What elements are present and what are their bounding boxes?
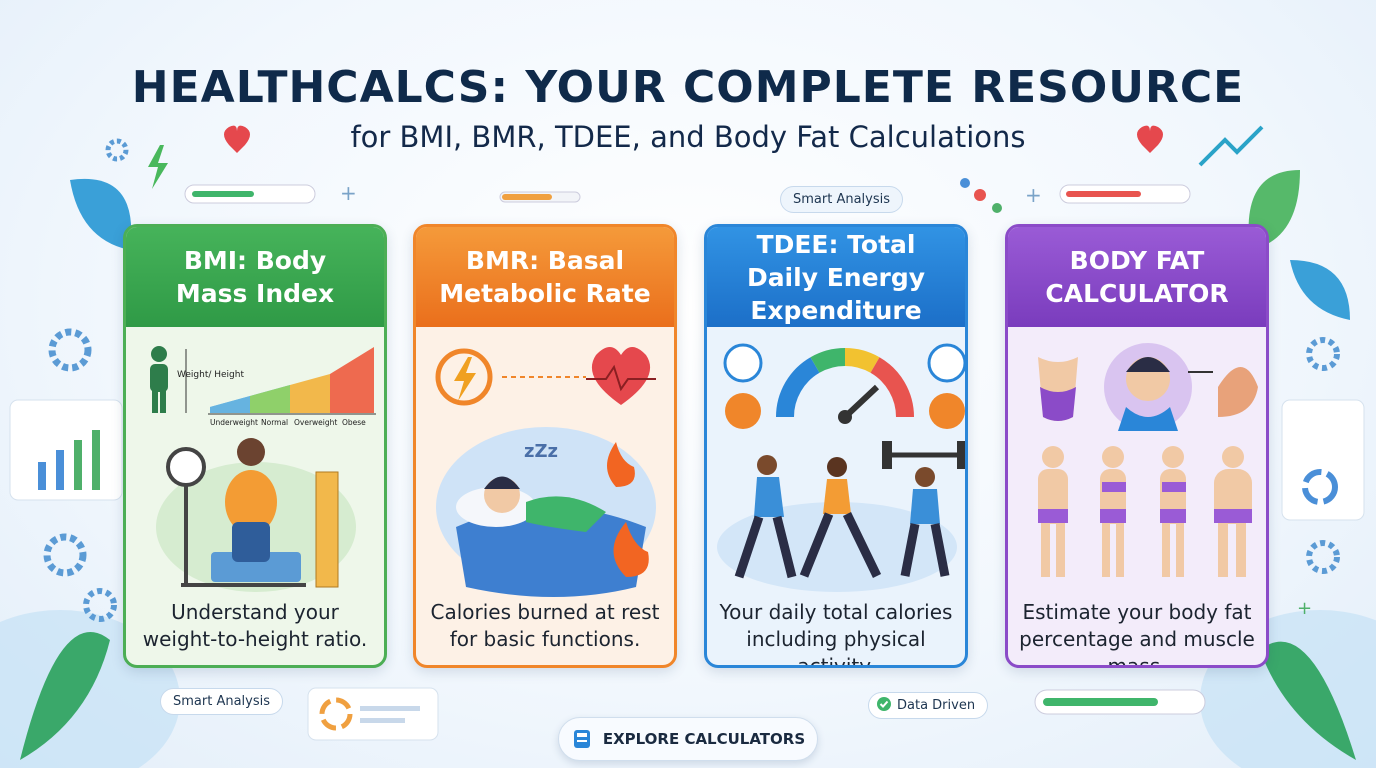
explore-button[interactable]: EXPLORE CALCULATORS: [558, 717, 818, 761]
tdee-illustration: [717, 343, 965, 592]
card-title: TDEE: Total Daily Energy Expenditure: [707, 227, 965, 327]
category-label: Obese: [342, 418, 366, 427]
card-tdee: TDEE: Total Daily Energy Expenditure You…: [704, 224, 968, 668]
bmi-illustration: Weight/ Height Underweight Normal Overwe…: [150, 346, 376, 592]
category-label: Normal: [261, 418, 288, 427]
card-title: BODY FAT CALCULATOR: [1008, 227, 1266, 327]
svg-text:+: +: [1025, 183, 1042, 207]
badge: Smart Analysis: [160, 688, 284, 715]
svg-text:+: +: [340, 181, 357, 205]
card-description: Calories burned at rest for basic functi…: [430, 600, 660, 651]
badge: Smart Analysis: [780, 186, 904, 213]
card-body-fat: BODY FAT CALCULATOR Estimate your body f…: [1005, 224, 1269, 668]
card-description: Your daily total calories including phys…: [719, 600, 953, 668]
axis-label: Weight/ Height: [177, 370, 244, 380]
svg-text:+: +: [1297, 598, 1312, 619]
category-label: Overweight: [294, 418, 337, 427]
body-fat-illustration: [1038, 343, 1258, 577]
title: HEALTHCALCS: YOUR COMPLETE RESOURCE: [131, 62, 1245, 113]
card-title: BMI: Body Mass Index: [126, 227, 384, 327]
card-bmr: BMR: Basal Metabolic Rate zZz Calories b…: [413, 224, 677, 668]
card-title: BMR: Basal Metabolic Rate: [416, 227, 674, 327]
card-description: Estimate your body fat percentage and mu…: [1019, 600, 1255, 668]
check-icon: [877, 697, 891, 711]
bmr-illustration: zZz: [435, 347, 656, 597]
card-description: Understand your weight-to-height ratio.: [142, 600, 368, 651]
subtitle: for BMI, BMR, TDEE, and Body Fat Calcula…: [350, 120, 1026, 154]
card-bmi: BMI: Body Mass Index Weight/ Height Unde…: [123, 224, 387, 668]
category-label: Underweight: [210, 418, 258, 427]
button-label: EXPLORE CALCULATORS: [602, 730, 806, 748]
svg-text:zZz: zZz: [524, 441, 558, 462]
calculator-icon: [573, 730, 590, 748]
